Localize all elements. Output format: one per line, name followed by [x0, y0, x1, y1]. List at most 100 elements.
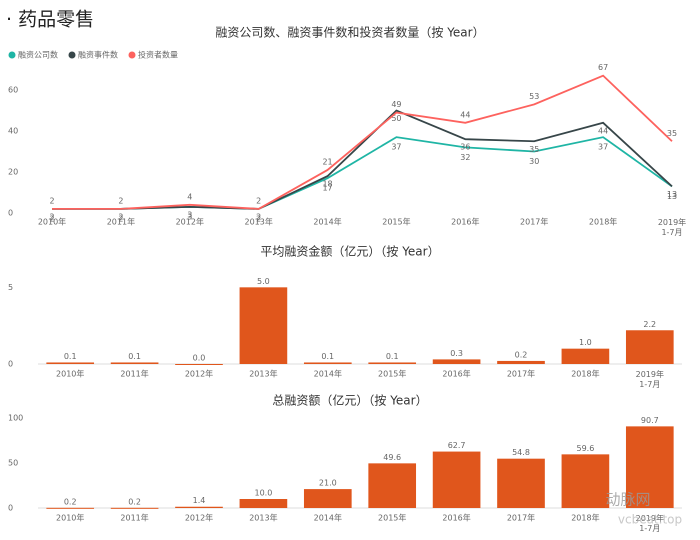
x-tick-label: 2013年 [249, 369, 277, 379]
bar [46, 507, 95, 509]
bar [303, 362, 352, 364]
x-tick-label: 2019年 1-7月 [636, 513, 664, 533]
x-tick-label: 2011年 [107, 217, 135, 227]
x-tick-label: 2011年 [120, 513, 148, 523]
chart-title: 平均融资金额（亿元）（按 Year） [260, 244, 439, 259]
x-tick-label: 2019年 1-7月 [636, 369, 664, 389]
chart-title: 融资公司数、融资事件数和投资者数量（按 Year） [215, 25, 484, 40]
y-tick-label: 20 [8, 168, 18, 177]
x-tick-label: 2017年 [520, 217, 548, 227]
bar [239, 287, 288, 364]
legend-marker [8, 51, 16, 59]
bar [175, 506, 223, 508]
y-tick-label: 60 [8, 86, 18, 95]
data-label: 90.7 [641, 416, 659, 425]
data-label: 10.0 [254, 489, 272, 498]
watermark: vcbeat.top [618, 513, 682, 527]
page-title: · 药品零售 [6, 9, 94, 31]
x-tick-label: 2012年 [185, 513, 213, 523]
y-tick-label: 0 [8, 504, 13, 513]
data-label: 2 [118, 214, 123, 223]
x-tick-label: 2013年 [244, 217, 272, 227]
y-tick-label: 100 [8, 414, 23, 423]
x-tick-label: 2015年 [378, 369, 406, 379]
bar [368, 463, 417, 508]
x-tick-label: 2017年 [507, 369, 535, 379]
bar [110, 507, 159, 509]
x-tick-label: 2010年 [56, 513, 84, 523]
data-label: 35 [529, 145, 539, 154]
data-label: 1.0 [579, 338, 592, 347]
bar [497, 360, 545, 364]
x-tick-label: 2014年 [314, 369, 342, 379]
data-label: 2 [256, 212, 261, 221]
bar [46, 362, 95, 364]
data-label: 44 [598, 126, 608, 135]
watermark: 动脉网 [605, 491, 650, 509]
x-tick-label: 2010年 [56, 369, 84, 379]
data-label: 37 [391, 143, 401, 152]
bar [432, 451, 481, 508]
data-label: 0.1 [321, 352, 334, 361]
x-tick-label: 2014年 [314, 513, 342, 523]
data-label: 35 [667, 129, 677, 138]
y-tick-label: 40 [8, 127, 18, 136]
data-label: 0.2 [64, 497, 77, 506]
data-label: 0.0 [193, 354, 206, 363]
data-label: 13 [667, 192, 677, 201]
x-tick-label: 2018年 [571, 513, 599, 523]
data-label: 50 [391, 114, 401, 123]
y-tick-label: 5 [8, 283, 13, 292]
data-label: 59.6 [576, 444, 594, 453]
data-label: 21.0 [319, 479, 337, 488]
x-tick-label: 2012年 [176, 217, 204, 227]
legend-marker [128, 51, 136, 59]
data-label: 2 [49, 212, 54, 221]
legend-label: 融资事件数 [78, 50, 118, 60]
x-tick-label: 2012年 [185, 369, 213, 379]
data-label: 62.7 [448, 441, 466, 450]
data-label: 2 [49, 196, 54, 205]
x-tick-label: 2011年 [120, 369, 148, 379]
bar [368, 362, 417, 364]
bar [497, 458, 545, 508]
data-label: 0.2 [128, 497, 141, 506]
bar [561, 348, 610, 364]
x-tick-label: 2019年 1-7月 [658, 217, 686, 237]
x-tick-label: 2010年 [38, 217, 66, 227]
data-label: 5.0 [257, 277, 270, 286]
x-tick-label: 2018年 [589, 217, 617, 227]
bar [175, 364, 223, 365]
data-label: 2 [49, 214, 54, 223]
data-label: 67 [598, 63, 608, 72]
data-label: 0.1 [386, 352, 399, 361]
x-tick-label: 2013年 [249, 513, 277, 523]
series-line [52, 74, 673, 210]
series-line [52, 109, 673, 210]
data-label: 2.2 [643, 320, 656, 329]
data-label: 53 [529, 92, 539, 101]
y-tick-label: 0 [8, 209, 13, 218]
x-tick-label: 2015年 [378, 513, 406, 523]
chart-title: 总融资额（亿元）（按 Year） [272, 393, 427, 408]
data-label: 49.6 [383, 453, 401, 462]
data-label: 3 [187, 210, 192, 219]
data-label: 36 [460, 143, 470, 152]
data-label: 2 [256, 196, 261, 205]
data-label: 54.8 [512, 448, 530, 457]
bar [303, 489, 352, 508]
data-label: 2 [118, 212, 123, 221]
bar [432, 359, 481, 364]
x-tick-label: 2016年 [442, 513, 470, 523]
data-label: 17 [322, 184, 332, 193]
data-label: 18 [322, 180, 332, 189]
data-label: 1.4 [193, 496, 206, 505]
data-label: 49 [391, 100, 401, 109]
bar [239, 499, 288, 508]
bar [625, 426, 674, 508]
data-label: 2 [118, 196, 123, 205]
data-label: 0.2 [515, 350, 528, 359]
x-tick-label: 2016年 [451, 217, 479, 227]
